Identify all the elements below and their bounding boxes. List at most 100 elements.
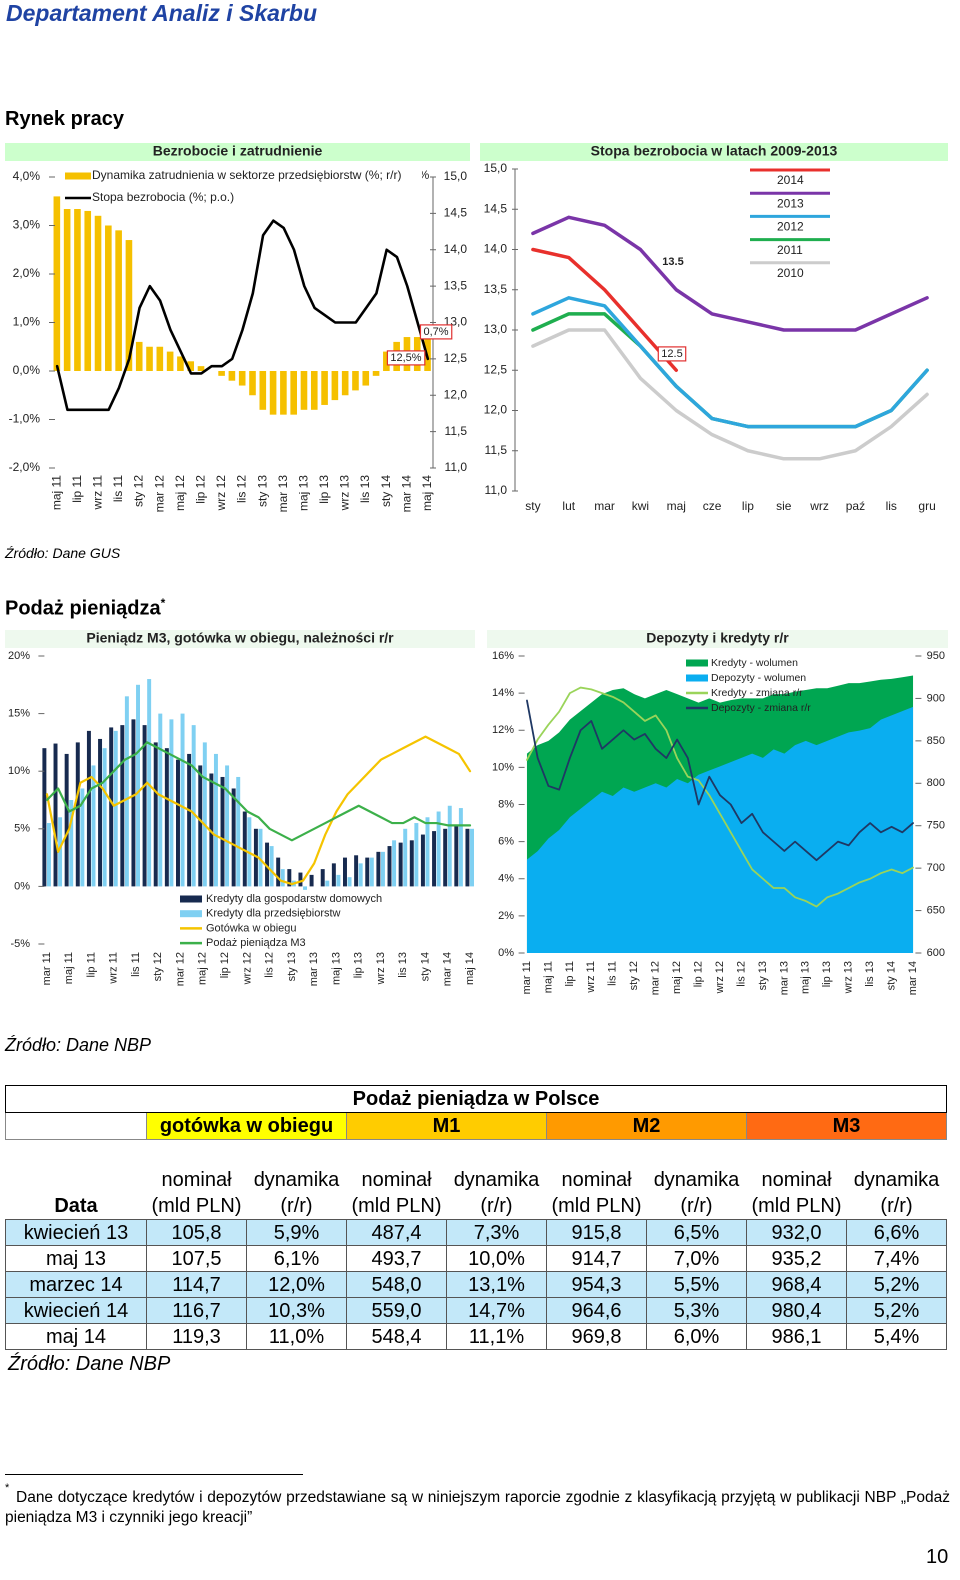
money-supply-table: Podaż pieniądza w Polsce gotówka w obiegu… — [4, 1085, 948, 1350]
bar — [280, 371, 287, 415]
x-tick-label: wrz 13 — [375, 952, 387, 985]
column-header: nominał (mld PLN) — [751, 1169, 842, 1217]
tick-label: 800 — [927, 777, 945, 789]
tick-label: 14% — [492, 687, 514, 699]
annotation-box — [657, 346, 687, 362]
section-title: Podaż pieniądza — [5, 597, 161, 620]
bar — [191, 725, 196, 887]
bar — [74, 206, 81, 371]
bar — [258, 828, 263, 887]
table-cell: 5,5% — [646, 1271, 747, 1298]
table-cell: 5,3% — [646, 1297, 747, 1324]
x-tick-label: mar — [594, 499, 615, 513]
x-tick-label: maj 13 — [800, 961, 812, 994]
table-row: kwiecień 14 116,7 10,3% 559,0 14,7% 964,6 5,3%… — [5, 1297, 948, 1324]
table-cell: 6,0% — [646, 1323, 747, 1350]
title-band — [480, 143, 948, 161]
table-cell: maj 13 — [5, 1245, 147, 1272]
bar — [136, 684, 140, 887]
x-tick-label: lip 11 — [564, 961, 576, 986]
legend-swatch — [65, 172, 91, 180]
source-note: Źródło: Dane GUS — [5, 545, 121, 561]
bar — [259, 371, 267, 410]
bar — [309, 874, 314, 887]
x-tick-label: sty 12 — [628, 961, 640, 990]
table-cell: 105,8 — [146, 1219, 247, 1246]
table-cell: 7,4% — [845, 1245, 948, 1272]
x-tick-label: mar 12 — [174, 952, 186, 986]
tick-label: 4,0% — [13, 169, 41, 183]
x-tick-label: sty 14 — [885, 961, 897, 990]
x-tick-label: maj 11 — [542, 961, 554, 993]
bar — [231, 788, 236, 887]
legend-swatch — [686, 674, 708, 682]
table-cell: 13,1% — [446, 1271, 547, 1298]
tick-label: 650 — [927, 904, 945, 916]
bar — [303, 886, 307, 890]
bar — [269, 371, 277, 415]
legend-label: 2013 — [777, 196, 804, 210]
table-row: kwiecień 13 105,8 5,9% 487,4 7,3% 915,8 6,5% 93… — [5, 1219, 948, 1246]
bar — [94, 215, 102, 371]
bar — [300, 371, 308, 410]
table-cell: 6,1% — [246, 1245, 347, 1272]
table-cell: 914,7 — [546, 1245, 647, 1272]
bar — [347, 877, 352, 887]
table-cell: 116,7 — [146, 1297, 247, 1324]
bar — [198, 765, 203, 887]
bar — [180, 713, 185, 887]
bar — [341, 371, 349, 396]
footnote-mark: * — [5, 1482, 10, 1494]
line — [531, 328, 929, 461]
bar — [387, 846, 392, 887]
table-cell: 107,5 — [146, 1245, 247, 1272]
area — [526, 706, 914, 953]
bar — [354, 855, 359, 887]
table-cell: 932,0 — [746, 1219, 847, 1246]
x-tick-label: sty 14 — [379, 475, 393, 507]
bar — [113, 730, 118, 887]
column-header: Data — [54, 1195, 98, 1217]
x-tick-label: lip — [742, 499, 754, 513]
table-cell: kwiecień 13 — [5, 1219, 147, 1246]
page-header: Departament Analiz i Skarbu — [6, 0, 318, 26]
bar — [109, 727, 114, 887]
bar — [156, 346, 164, 371]
x-tick-label: mar 14 — [442, 952, 454, 986]
title-band — [5, 630, 475, 648]
legend-label: Gotówka w obiegu — [206, 922, 297, 934]
legend-label: 2010 — [777, 266, 804, 280]
bar — [265, 842, 270, 887]
x-tick-label: sty 14 — [419, 952, 431, 981]
bar — [209, 773, 214, 887]
legend-label: Podaż pieniądza M3 — [206, 937, 306, 949]
tick-label: 15% — [8, 708, 30, 720]
bar — [115, 230, 122, 371]
column-header: dynamika (r/r) — [453, 1169, 540, 1217]
x-tick-label: lis — [886, 499, 897, 513]
chart-title: Pieniądz M3, gotówka w obiegu, należnośc… — [86, 630, 394, 646]
bar — [336, 874, 341, 887]
group-row: gotówka w obiegu M1 M2 M3 — [5, 1112, 948, 1140]
x-tick-label: lip 11 — [85, 952, 97, 977]
table-body: Podaż pieniądza w Polsce gotówka w obiegu… — [4, 1085, 948, 1350]
table-cell: 968,4 — [746, 1271, 847, 1298]
tick-label: 8% — [498, 798, 514, 810]
bar — [287, 869, 292, 887]
bar — [120, 725, 125, 887]
x-tick-label: lis 12 — [735, 961, 747, 987]
table-cell: 11,1% — [446, 1323, 547, 1350]
x-tick-label: mar 14 — [907, 961, 919, 995]
tick-label: 700 — [927, 862, 945, 874]
table-title: Podaż pieniądza w Polsce — [4, 1085, 948, 1113]
x-tick-label: gru — [918, 499, 935, 513]
tick-label: 12,0 — [444, 387, 468, 401]
legend-label: Kredyty - zmiana r/r — [711, 687, 803, 699]
bar — [470, 828, 474, 887]
legend-label: 2012 — [777, 220, 804, 234]
column-header: nominał (mld PLN) — [551, 1169, 642, 1217]
line — [531, 247, 678, 372]
annotation-box — [419, 324, 453, 340]
bar — [238, 371, 246, 386]
x-tick-label: sty — [525, 499, 540, 513]
